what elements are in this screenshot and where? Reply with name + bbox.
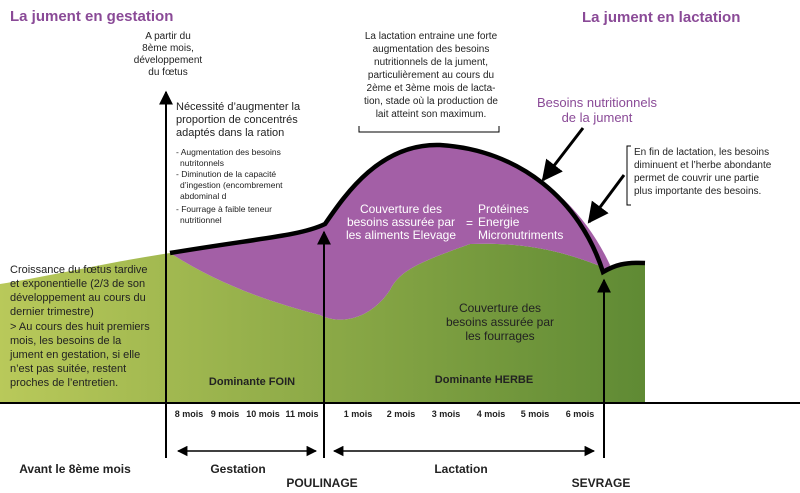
title-gestation: La jument en gestation [10, 8, 173, 25]
svg-text:augmentation des besoins: augmentation des besoins [373, 44, 490, 55]
svg-text:6 mois: 6 mois [566, 409, 595, 419]
svg-text:A partir du: A partir du [145, 31, 191, 42]
concentrate-reasons: - Augmentation des besoins nutritonnels … [176, 147, 283, 225]
svg-text:plus importante des besoins.: plus importante des besoins. [634, 186, 761, 197]
svg-text:5 mois: 5 mois [521, 409, 550, 419]
equals-sign: = [466, 216, 473, 230]
svg-text:et exponentielle (2/3 de son: et exponentielle (2/3 de son [10, 278, 145, 290]
forage-area [0, 243, 645, 403]
svg-text:développement au cours du: développement au cours du [10, 292, 146, 304]
svg-text:proches de l’entretien.: proches de l’entretien. [10, 377, 118, 389]
gestation-ticks: 8 mois 9 mois 10 mois 11 mois [175, 409, 319, 419]
svg-text:11 mois: 11 mois [285, 409, 318, 419]
svg-text:besoins assurée par: besoins assurée par [347, 215, 455, 229]
svg-text:adaptés dans la ration: adaptés dans la ration [176, 127, 284, 139]
forage-area-label: Couverture des besoins assurée par les f… [446, 301, 554, 343]
svg-text:2 mois: 2 mois [387, 409, 416, 419]
needs-curve [169, 142, 646, 276]
svg-text:d’ingestion (encombrement: d’ingestion (encombrement [180, 180, 283, 190]
svg-text:abdominal d: abdominal d [180, 191, 227, 201]
svg-text:Besoins nutritionnels: Besoins nutritionnels [537, 95, 657, 110]
phase-before-8-months: Avant le 8ème mois [19, 462, 131, 476]
svg-text:> Au cours des huit premiers: > Au cours des huit premiers [10, 321, 150, 333]
svg-text:proportion de concentrés: proportion de concentrés [176, 114, 298, 126]
hay-label: Dominante FOIN [209, 376, 295, 388]
svg-text:4 mois: 4 mois [477, 409, 506, 419]
svg-text:Croissance du fœtus tardive: Croissance du fœtus tardive [10, 264, 148, 276]
svg-text:nutritionnel: nutritionnel [180, 215, 222, 225]
svg-text:tion, stade où la production d: tion, stade où la production de [364, 96, 498, 107]
svg-text:développement: développement [134, 55, 203, 66]
nutrients-label: Protéines Energie Micronutriments [478, 202, 563, 242]
svg-text:du fœtus: du fœtus [148, 67, 187, 78]
lactation-ticks: 1 mois 2 mois 3 mois 4 mois 5 mois 6 moi… [344, 409, 595, 419]
svg-text:La lactation entraine une fort: La lactation entraine une forte [365, 31, 498, 42]
end-lactation-brace [626, 145, 631, 206]
svg-text:3 mois: 3 mois [432, 409, 461, 419]
svg-text:particulièrement au cours du: particulièrement au cours du [368, 70, 494, 81]
needs-pointer-arrow [541, 127, 585, 182]
svg-text:de la jument: de la jument [562, 110, 633, 125]
svg-text:lait atteint son maximum.: lait atteint son maximum. [376, 109, 487, 120]
svg-text:diminuent et l’herbe abondante: diminuent et l’herbe abondante [634, 160, 772, 171]
grass-label: Dominante HERBE [435, 374, 533, 386]
svg-text:Protéines: Protéines [478, 202, 529, 216]
svg-text:- Fourrage à faible teneur: - Fourrage à faible teneur [176, 204, 272, 214]
growth-note: Croissance du fœtus tardive et exponenti… [9, 264, 150, 389]
svg-text:Nécessité d’augmenter la: Nécessité d’augmenter la [176, 101, 301, 113]
svg-text:2ème et 3ème mois de lacta-: 2ème et 3ème mois de lacta- [367, 83, 496, 94]
phase-lactation: Lactation [434, 462, 487, 476]
concentrate-note: Nécessité d’augmenter la proportion de c… [176, 101, 301, 139]
phase-gestation: Gestation [210, 462, 265, 476]
end-lactation-note: En fin de lactation, les besoins diminue… [634, 147, 772, 197]
svg-text:10 mois: 10 mois [246, 409, 280, 419]
svg-text:nutritonnels: nutritonnels [180, 158, 224, 168]
svg-text:mois, les besoins de la: mois, les besoins de la [10, 335, 122, 347]
svg-text:1 mois: 1 mois [344, 409, 373, 419]
lactation-brace [358, 126, 500, 133]
svg-text:permet de couvrir une partie: permet de couvrir une partie [634, 173, 760, 184]
feed-area [170, 144, 610, 320]
svg-text:Couverture des: Couverture des [459, 301, 541, 315]
svg-text:Couverture des: Couverture des [360, 202, 442, 216]
svg-text:jument en gestation, si elle: jument en gestation, si elle [9, 349, 140, 361]
svg-text:- Augmentation des besoins: - Augmentation des besoins [176, 147, 281, 157]
svg-text:Energie: Energie [478, 215, 520, 229]
svg-text:8ème mois,: 8ème mois, [142, 43, 194, 54]
svg-text:nutritionnels de la jument,: nutritionnels de la jument, [374, 57, 488, 68]
svg-text:n’est pas suitée, restent: n’est pas suitée, restent [10, 363, 126, 375]
svg-text:dernier trimestre): dernier trimestre) [10, 306, 94, 318]
svg-text:9 mois: 9 mois [211, 409, 240, 419]
svg-text:En fin de lactation, les besoi: En fin de lactation, les besoins [634, 147, 769, 158]
foetus-note: A partir du 8ème mois, développement du … [134, 31, 203, 78]
needs-label: Besoins nutritionnels de la jument [537, 95, 657, 125]
phase-poulinage: POULINAGE [286, 476, 357, 490]
title-lactation: La jument en lactation [582, 9, 740, 26]
phase-sevrage: SEVRAGE [572, 476, 631, 490]
svg-text:les aliments Elevage: les aliments Elevage [346, 228, 456, 242]
feed-area-label: Couverture des besoins assurée par les a… [346, 202, 456, 242]
svg-text:les fourrages: les fourrages [465, 329, 534, 343]
svg-text:8 mois: 8 mois [175, 409, 204, 419]
lactation-note: La lactation entraine une forte augmenta… [364, 31, 498, 120]
svg-text:Micronutriments: Micronutriments [478, 228, 563, 242]
end-lactation-arrow [587, 174, 626, 224]
svg-text:besoins assurée par: besoins assurée par [446, 315, 554, 329]
svg-text:- Diminution de la capacité: - Diminution de la capacité [176, 169, 276, 179]
